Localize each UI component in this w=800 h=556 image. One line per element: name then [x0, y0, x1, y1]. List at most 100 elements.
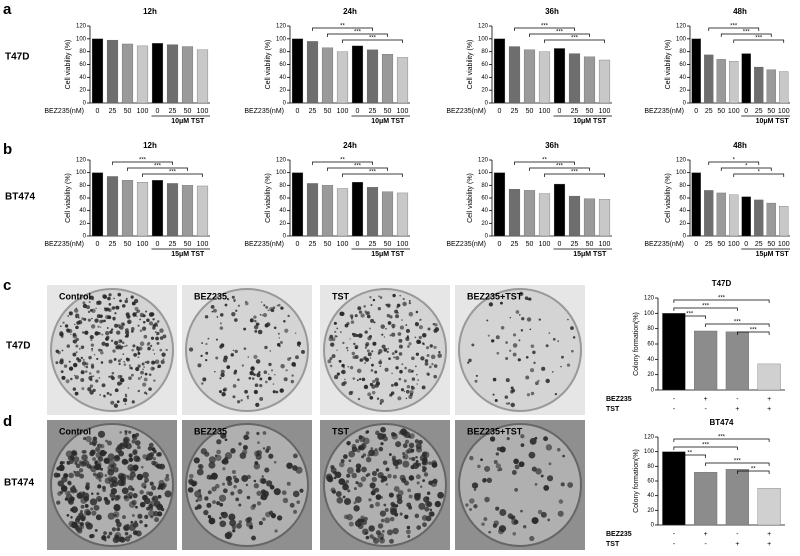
colony [420, 356, 425, 361]
colony [258, 521, 263, 526]
colony [434, 327, 440, 332]
colony [119, 375, 123, 378]
colony [84, 508, 91, 516]
colony [336, 496, 344, 504]
x-tick-label: 50 [767, 108, 775, 115]
colony [560, 482, 565, 487]
colony [219, 326, 224, 330]
y-tick-label: 120 [76, 24, 87, 30]
x-tick-label: 50 [124, 108, 132, 115]
colony [346, 467, 354, 474]
colony [380, 518, 385, 523]
colony [408, 394, 413, 400]
colony [418, 335, 422, 340]
colony [333, 374, 339, 380]
colony [130, 520, 134, 524]
colony [415, 365, 417, 368]
y-tick-label: 80 [647, 464, 654, 470]
colony [415, 459, 419, 463]
colony [347, 489, 351, 493]
colony [108, 293, 112, 297]
colony [137, 445, 141, 450]
colony [273, 373, 276, 376]
y-tick-label: 20 [481, 221, 488, 227]
colony [521, 316, 525, 321]
colony [250, 366, 255, 371]
colony [365, 535, 370, 540]
colony [71, 450, 77, 456]
colony [556, 447, 561, 452]
colony [495, 463, 501, 469]
colony [131, 514, 135, 517]
colony [135, 311, 138, 314]
y-axis-label: Cell viability (%) [467, 40, 474, 90]
colony [486, 477, 493, 484]
colony [269, 350, 272, 352]
colony [254, 383, 259, 388]
colony [224, 452, 233, 460]
colony [134, 306, 139, 311]
colony [393, 356, 396, 359]
x-axis-label: BEZ235(nM) [244, 241, 284, 248]
colony [431, 363, 434, 366]
colony [205, 342, 208, 346]
colony [371, 363, 374, 367]
colony [152, 323, 157, 328]
colony [283, 319, 286, 323]
colony [375, 501, 381, 507]
colony [434, 323, 438, 327]
colony [117, 381, 122, 386]
colony [139, 341, 145, 347]
x-tick-label: 25 [571, 108, 579, 115]
colony [471, 482, 479, 489]
colony [237, 489, 243, 495]
colony [507, 402, 511, 405]
x-tick-label: 100 [599, 241, 611, 248]
colony [108, 359, 113, 364]
colony [373, 321, 376, 324]
y-tick-label: 60 [279, 62, 286, 68]
colony [123, 495, 128, 499]
colony [65, 493, 73, 500]
colony [68, 360, 71, 363]
colony [124, 430, 128, 434]
colony [392, 527, 399, 535]
colony [146, 360, 150, 364]
colony [229, 519, 237, 527]
colony [364, 362, 367, 364]
colony [208, 461, 216, 469]
colony [419, 485, 423, 489]
colony [143, 377, 148, 382]
colony [484, 465, 491, 472]
x-tick-label: 25 [309, 108, 317, 115]
colony [398, 352, 403, 356]
colony [100, 351, 104, 355]
colony [417, 379, 420, 381]
colony [289, 502, 295, 508]
significance-label: *** [734, 320, 742, 326]
colony [348, 391, 353, 396]
group-label: 15μM TST [573, 251, 607, 258]
colony [426, 501, 433, 508]
colony [369, 296, 372, 299]
colony [73, 374, 76, 377]
colony [406, 336, 410, 339]
colony [495, 506, 500, 511]
colony [360, 476, 367, 482]
colony [355, 481, 359, 485]
colony [362, 528, 369, 535]
colony [220, 313, 224, 317]
colony [299, 488, 304, 493]
colony [196, 468, 204, 476]
colony [393, 382, 399, 387]
y-tick-label: 0 [651, 388, 655, 394]
x-tick-label: 50 [526, 108, 534, 115]
colony [393, 486, 400, 492]
y-tick-label: 60 [679, 62, 686, 68]
colony [80, 525, 85, 529]
colony [104, 451, 108, 454]
y-tick-label: 100 [276, 36, 287, 42]
colony [209, 475, 214, 480]
x-tick-label: 50 [717, 241, 725, 248]
colony [301, 349, 305, 354]
